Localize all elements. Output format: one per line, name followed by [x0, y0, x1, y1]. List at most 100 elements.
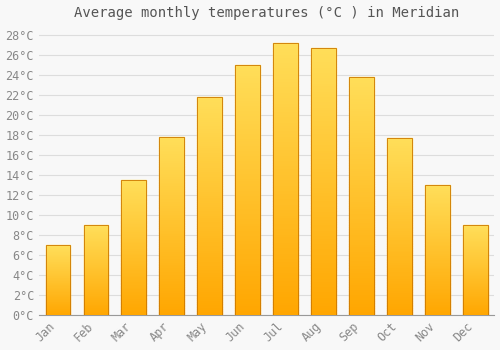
Bar: [46, 252, 70, 253]
Bar: [425, 258, 450, 259]
Bar: [46, 292, 70, 293]
Bar: [274, 195, 298, 198]
Bar: [160, 299, 184, 301]
Bar: [236, 75, 260, 77]
Bar: [84, 274, 108, 275]
Bar: [274, 163, 298, 166]
Bar: [198, 158, 222, 160]
Bar: [122, 231, 146, 233]
Bar: [160, 216, 184, 217]
Bar: [349, 184, 374, 187]
Bar: [463, 267, 488, 268]
Bar: [198, 164, 222, 167]
Bar: [84, 282, 108, 283]
Bar: [122, 219, 146, 220]
Bar: [312, 235, 336, 238]
Bar: [122, 275, 146, 276]
Bar: [122, 294, 146, 295]
Bar: [84, 273, 108, 274]
Bar: [425, 306, 450, 307]
Bar: [274, 217, 298, 220]
Bar: [160, 180, 184, 182]
Bar: [122, 302, 146, 303]
Bar: [160, 251, 184, 253]
Bar: [312, 299, 336, 302]
Bar: [84, 301, 108, 302]
Bar: [122, 214, 146, 215]
Bar: [349, 225, 374, 227]
Bar: [349, 268, 374, 270]
Bar: [122, 296, 146, 298]
Bar: [349, 310, 374, 313]
Bar: [274, 144, 298, 146]
Bar: [122, 183, 146, 184]
Bar: [425, 288, 450, 289]
Bar: [198, 156, 222, 158]
Bar: [425, 244, 450, 245]
Bar: [463, 305, 488, 306]
Bar: [274, 62, 298, 65]
Bar: [198, 102, 222, 104]
Bar: [84, 247, 108, 248]
Bar: [463, 254, 488, 255]
Bar: [236, 238, 260, 240]
Bar: [46, 280, 70, 281]
Bar: [160, 190, 184, 192]
Bar: [236, 158, 260, 160]
Bar: [274, 223, 298, 225]
Bar: [349, 110, 374, 113]
Bar: [160, 253, 184, 255]
Bar: [160, 314, 184, 315]
Bar: [198, 239, 222, 241]
Bar: [236, 92, 260, 95]
Bar: [46, 267, 70, 268]
Bar: [349, 196, 374, 198]
Bar: [160, 267, 184, 269]
Bar: [463, 227, 488, 228]
Bar: [387, 150, 412, 152]
Bar: [160, 283, 184, 285]
Bar: [312, 182, 336, 184]
Bar: [349, 141, 374, 144]
Bar: [425, 211, 450, 212]
Bar: [160, 296, 184, 298]
Bar: [387, 232, 412, 234]
Bar: [236, 240, 260, 243]
Bar: [387, 152, 412, 154]
Bar: [160, 231, 184, 233]
Bar: [198, 110, 222, 112]
Bar: [236, 95, 260, 98]
Bar: [236, 280, 260, 283]
Bar: [84, 259, 108, 260]
Bar: [198, 191, 222, 193]
Bar: [463, 225, 488, 226]
Bar: [425, 229, 450, 231]
Bar: [349, 203, 374, 206]
Bar: [463, 286, 488, 287]
Bar: [198, 291, 222, 293]
Bar: [349, 115, 374, 118]
Bar: [122, 212, 146, 214]
Bar: [425, 285, 450, 287]
Bar: [198, 125, 222, 127]
Bar: [425, 272, 450, 274]
Bar: [312, 184, 336, 187]
Bar: [387, 142, 412, 143]
Bar: [84, 304, 108, 305]
Bar: [349, 213, 374, 215]
Bar: [122, 299, 146, 300]
Bar: [236, 293, 260, 295]
Bar: [46, 293, 70, 294]
Bar: [198, 178, 222, 180]
Bar: [236, 72, 260, 75]
Bar: [425, 284, 450, 285]
Bar: [198, 282, 222, 285]
Bar: [46, 279, 70, 280]
Bar: [236, 248, 260, 250]
Bar: [198, 265, 222, 267]
Bar: [198, 206, 222, 208]
Bar: [198, 169, 222, 171]
Bar: [463, 295, 488, 296]
Bar: [160, 155, 184, 157]
Bar: [274, 117, 298, 119]
